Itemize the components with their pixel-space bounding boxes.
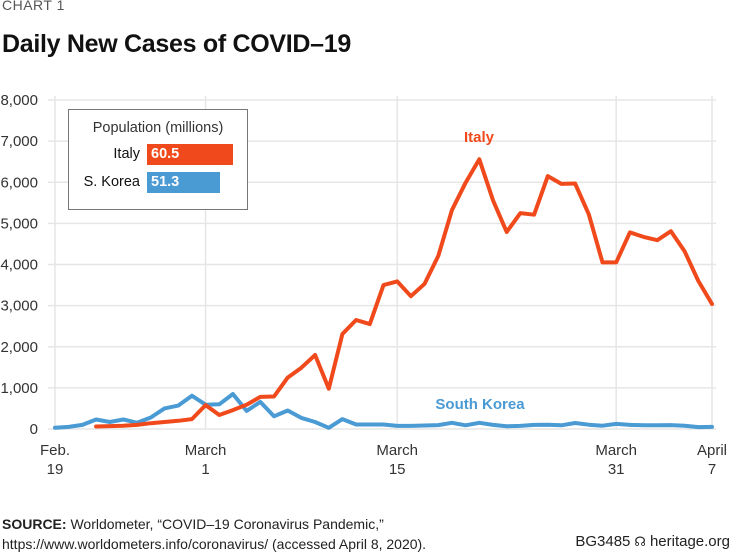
line-chart: 0 1,000 2,000 3,000 4,000 5,000 6,000 7,000 8,00… [0,92,727,478]
source-url: https://www.worldometers.info/coronaviru… [2,536,427,552]
x-tick-label: March [185,442,227,459]
x-tick-label: 19 [47,461,64,478]
legend-bar-s-korea: 51.3 [147,172,220,193]
source-note: SOURCE: Worldometer, “COVID–19 Coronavir… [2,514,426,554]
source-label: SOURCE: [2,516,67,532]
y-tick-label: 8,000 [0,92,38,109]
report-code: BG3485 [575,533,631,550]
y-tick-label: 7,000 [0,133,38,150]
series-labels: Italy South Korea [435,129,525,413]
y-tick-label: 3,000 [0,298,38,315]
x-tick-label: 15 [389,461,406,478]
x-tick-label: March [376,442,418,459]
y-axis: 0 1,000 2,000 3,000 4,000 5,000 6,000 7,000 8,00… [0,92,38,438]
legend-label: S. Korea [83,174,140,190]
x-tick-label: Feb. [40,442,70,459]
x-tick-label: April [697,442,727,459]
gridlines [48,96,716,430]
x-tick-label: March [595,442,637,459]
y-tick-label: 6,000 [0,174,38,191]
y-tick-label: 1,000 [0,380,38,397]
legend-label: Italy [113,146,140,162]
series-line-italy [94,157,714,429]
series-label-south-korea: South Korea [435,396,525,413]
liberty-bell-icon: ☊ [634,534,646,549]
x-tick-label: 31 [608,461,625,478]
x-axis: Feb. 19 March 1 March 15 March 31 April 7 [40,442,727,478]
series-lines [53,157,714,430]
y-tick-label: 2,000 [0,339,38,356]
series-label-italy: Italy [464,129,495,146]
legend-title: Population (millions) [92,120,224,136]
x-tick-label: 1 [201,461,209,478]
site-name: heritage.org [649,533,730,550]
legend-item-italy: Italy 60.5 [69,144,247,166]
y-tick-label: 4,000 [0,257,38,274]
y-tick-label: 5,000 [0,215,38,232]
chart-title: Daily New Cases of COVID–19 [2,30,351,58]
x-tick-label: 7 [708,461,716,478]
chart-number: CHART 1 [2,0,65,13]
credit: BG3485 ☊ heritage.org [575,533,730,550]
legend-item-s-korea: S. Korea 51.3 [69,172,247,194]
population-legend: Population (millions) Italy 60.5 S. Kore… [68,109,248,210]
legend-bar-italy: 60.5 [147,144,233,165]
source-text: Worldometer, “COVID–19 Coronavirus Pande… [70,516,384,532]
y-tick-label: 0 [30,421,38,438]
